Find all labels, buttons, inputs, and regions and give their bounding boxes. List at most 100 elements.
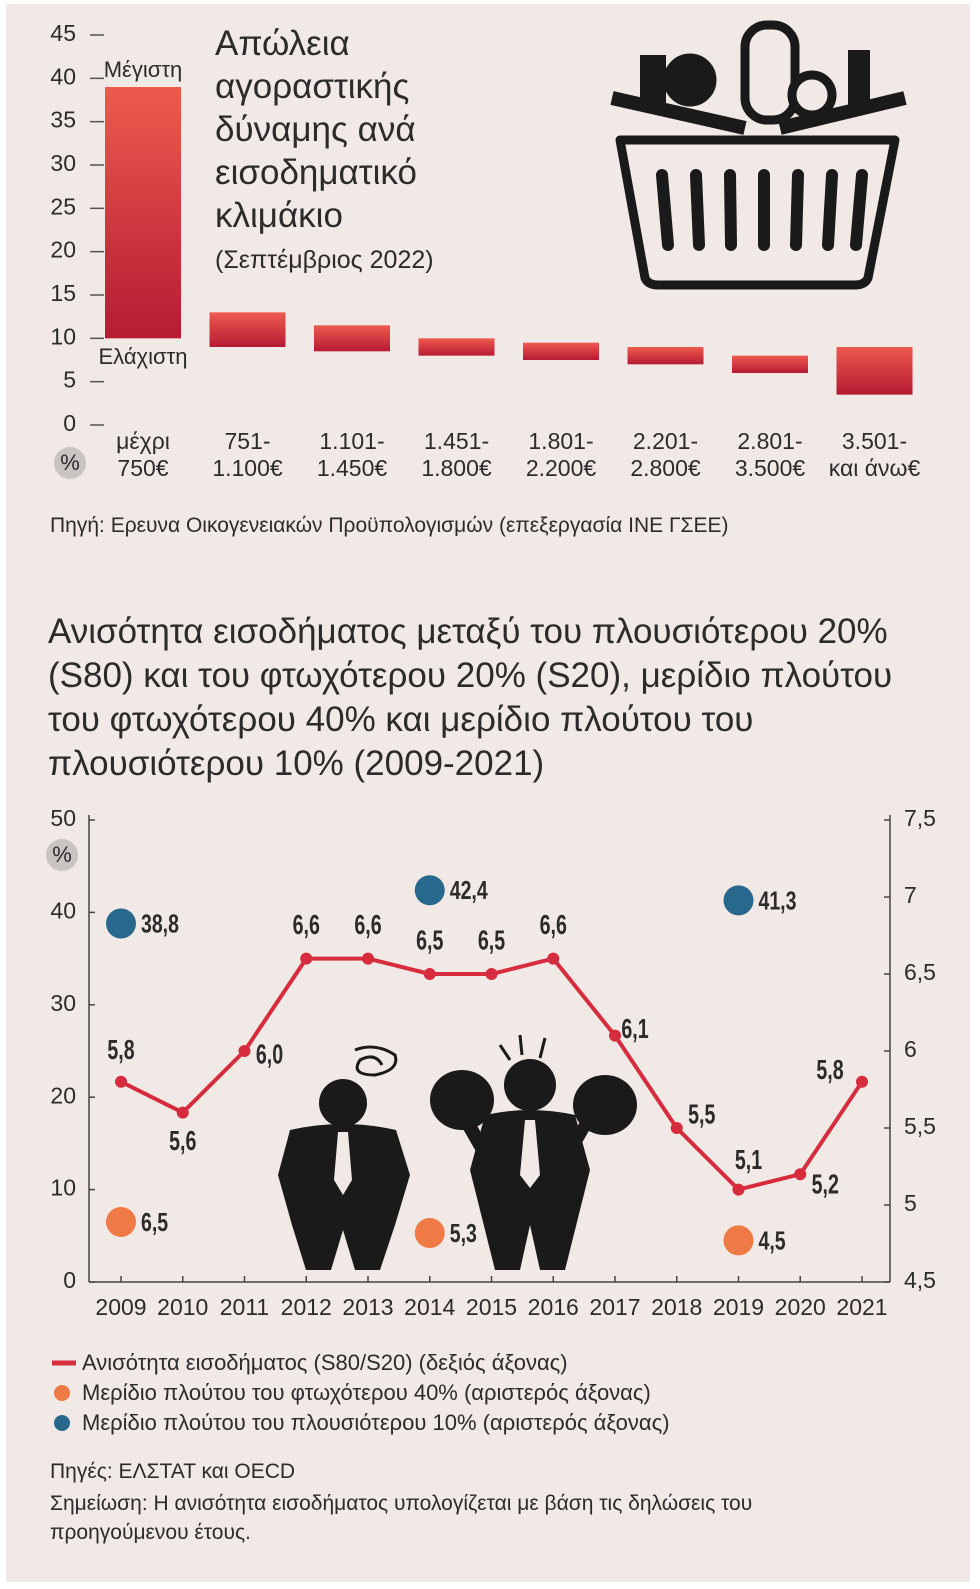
x-tick-label: 2011	[220, 1294, 269, 1320]
y-tick-label: 25	[50, 193, 76, 219]
legend-label: Μερίδιο πλούτου του φτωχότερου 40% (αρισ…	[82, 1380, 651, 1405]
bar	[523, 342, 599, 360]
x-tick-label: 1.100€	[212, 455, 283, 481]
x-tick-label: μέχρι	[116, 428, 170, 454]
line-point	[238, 1045, 251, 1057]
x-tick-label: 2021	[836, 1294, 887, 1320]
bar	[732, 355, 808, 373]
y-tick-label: 20	[50, 237, 76, 263]
legend-label: Μερίδιο πλούτου του πλουσιότερου 10% (αρ…	[82, 1410, 670, 1435]
y-tick-label: 0	[63, 1267, 76, 1293]
scatter-dot	[106, 908, 136, 939]
data-label: 4,5	[759, 1226, 786, 1255]
y-tick-label: 40	[50, 63, 76, 89]
y-tick-label: 0	[63, 410, 76, 436]
bar	[314, 325, 390, 352]
line-point	[794, 1168, 807, 1181]
unit-badge	[46, 839, 78, 871]
y-tick-label: 5	[63, 367, 76, 393]
scatter-dot	[414, 875, 445, 906]
x-tick-label: 2014	[404, 1294, 455, 1320]
legend-swatch	[54, 1415, 70, 1431]
line-point	[485, 968, 498, 980]
unit-label: %	[60, 450, 80, 475]
bar	[209, 312, 286, 347]
y2-tick-label: 6	[904, 1036, 917, 1062]
bar	[627, 347, 704, 365]
data-label: 5,6	[169, 1126, 196, 1157]
y-tick-label: 30	[50, 990, 76, 1016]
bar	[418, 338, 495, 356]
scatter-dot	[106, 1206, 136, 1237]
y2-tick-label: 4,5	[904, 1267, 936, 1293]
line-point	[609, 1029, 621, 1042]
data-label: 6,5	[478, 925, 505, 956]
data-label: 5,3	[450, 1218, 477, 1247]
x-tick-label: 3.501-	[842, 428, 907, 454]
data-label: 42,4	[450, 875, 488, 904]
scatter-dot	[414, 1218, 445, 1249]
line-point	[670, 1122, 683, 1134]
data-label: 6,6	[354, 910, 381, 941]
y-tick-label: 10	[50, 323, 76, 349]
x-tick-label: 2009	[95, 1294, 146, 1320]
unit-label: %	[52, 842, 72, 867]
x-tick-label: 1.801-	[528, 428, 593, 454]
scatter-dot	[723, 1225, 754, 1256]
x-tick-label: 750€	[117, 455, 168, 481]
line-point	[176, 1106, 189, 1119]
bar	[105, 87, 181, 339]
x-tick-label: 1.800€	[421, 455, 492, 481]
x-tick-label: 2020	[775, 1294, 826, 1320]
line-point	[547, 952, 560, 965]
y2-tick-label: 7	[904, 882, 917, 908]
y2-tick-label: 5,5	[904, 1113, 936, 1139]
bar	[836, 347, 913, 395]
line-point	[423, 968, 436, 980]
x-tick-label: και άνω€	[829, 455, 921, 481]
y-tick-label: 30	[50, 150, 76, 176]
y-tick-label: 45	[50, 20, 76, 46]
data-label: 5,8	[107, 1035, 134, 1066]
series-label: Μέγιστη	[104, 57, 183, 82]
data-label: 6,6	[293, 910, 320, 941]
data-label: 5,1	[735, 1145, 762, 1176]
source-note: Πηγή: Ερευνα Οικογενειακών Προϋπολογισμώ…	[50, 514, 729, 537]
x-tick-label: 1.450€	[317, 455, 388, 481]
x-tick-label: 2019	[713, 1294, 764, 1320]
y-tick-label: 35	[50, 107, 76, 133]
line-point	[732, 1183, 745, 1196]
x-tick-label: 2017	[589, 1294, 640, 1320]
x-tick-label: 2012	[281, 1294, 332, 1320]
data-label: 6,5	[141, 1207, 168, 1236]
x-tick-label: 751-	[224, 428, 270, 454]
y-tick-label: 10	[50, 1175, 76, 1201]
x-tick-label: 1.101-	[319, 428, 384, 454]
y2-tick-label: 6,5	[904, 959, 936, 985]
x-tick-label: 2.201-	[633, 428, 698, 454]
legend-label: Ανισότητα εισοδήματος (S80/S20) (δεξιός …	[82, 1350, 568, 1375]
x-tick-label: 1.451-	[424, 428, 489, 454]
legend-swatch	[54, 1385, 70, 1401]
chart-title: Ανισότητα εισοδήματος μεταξύ του πλουσιό…	[48, 612, 893, 783]
figure-lines	[354, 1034, 547, 1077]
figures-illustration	[278, 1059, 637, 1270]
y2-tick-label: 5	[904, 1190, 917, 1216]
line-point	[856, 1075, 868, 1088]
x-tick-label: 2.800€	[630, 455, 701, 481]
y-tick-label: 50	[50, 805, 76, 831]
y-tick-label: 40	[50, 897, 76, 923]
basket-icon	[610, 20, 907, 290]
y-tick-label: 15	[50, 280, 76, 306]
data-label: 6,5	[416, 925, 443, 956]
data-label: 5,2	[812, 1169, 839, 1200]
series-label: Ελάχιστη	[99, 344, 188, 369]
data-label: 5,5	[688, 1099, 715, 1130]
footnote: Σημείωση: Η ανισότητα εισοδήματος υπολογ…	[50, 1492, 753, 1544]
y-tick-label: 20	[50, 1082, 76, 1108]
y2-tick-label: 7,5	[904, 805, 936, 831]
x-tick-label: 2.200€	[526, 455, 597, 481]
unit-badge	[54, 447, 86, 479]
